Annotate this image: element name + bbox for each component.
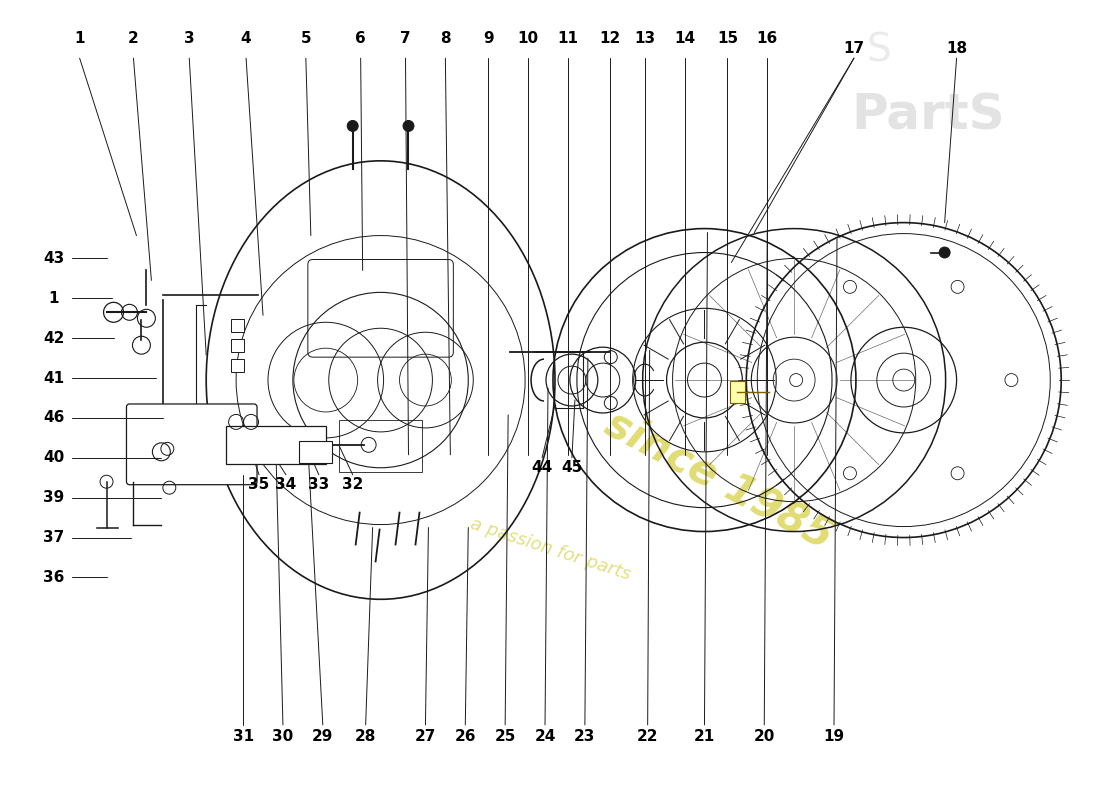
Text: 29: 29 (312, 730, 333, 744)
Circle shape (939, 247, 950, 258)
FancyBboxPatch shape (308, 259, 453, 357)
Text: 40: 40 (43, 450, 65, 466)
Text: 20: 20 (754, 730, 774, 744)
Text: 23: 23 (574, 730, 595, 744)
FancyBboxPatch shape (126, 404, 257, 485)
Text: S: S (867, 31, 891, 69)
Text: 27: 27 (415, 730, 436, 744)
Text: 35: 35 (249, 478, 270, 492)
Text: 18: 18 (946, 41, 967, 56)
Text: 22: 22 (637, 730, 659, 744)
Bar (231, 318, 244, 332)
Text: 21: 21 (694, 730, 715, 744)
Text: 36: 36 (43, 570, 65, 585)
Text: 14: 14 (674, 31, 695, 46)
Text: 25: 25 (495, 730, 516, 744)
Text: 9: 9 (483, 31, 494, 46)
Bar (299, 441, 332, 462)
Text: 12: 12 (600, 31, 620, 46)
Text: PartS: PartS (851, 92, 1005, 140)
Text: 24: 24 (535, 730, 556, 744)
Text: 39: 39 (43, 490, 65, 505)
Text: 28: 28 (355, 730, 376, 744)
Text: 19: 19 (824, 730, 845, 744)
Text: 41: 41 (43, 370, 64, 386)
Text: since 1985: since 1985 (598, 402, 840, 558)
Text: a passion for parts: a passion for parts (468, 515, 632, 584)
Circle shape (348, 121, 359, 131)
Bar (730, 381, 745, 403)
Text: 30: 30 (273, 730, 294, 744)
Text: 2: 2 (128, 31, 139, 46)
Text: 13: 13 (634, 31, 656, 46)
Text: 7: 7 (400, 31, 410, 46)
Text: 17: 17 (844, 41, 865, 56)
Text: 4: 4 (241, 31, 252, 46)
Text: 8: 8 (440, 31, 451, 46)
Text: 16: 16 (757, 31, 778, 46)
Bar (231, 338, 244, 352)
Text: 26: 26 (454, 730, 476, 744)
Text: 37: 37 (43, 530, 65, 545)
Text: 5: 5 (300, 31, 311, 46)
Text: 15: 15 (717, 31, 738, 46)
Bar (227, 426, 326, 464)
Circle shape (403, 121, 414, 131)
Text: 1: 1 (75, 31, 85, 46)
Text: 3: 3 (184, 31, 195, 46)
Text: 31: 31 (232, 730, 254, 744)
Text: 46: 46 (43, 410, 65, 426)
Text: 33: 33 (308, 478, 329, 492)
Text: 1: 1 (48, 291, 59, 306)
Bar (231, 358, 244, 371)
Text: 42: 42 (43, 330, 65, 346)
Bar (339, 420, 422, 472)
Text: 32: 32 (342, 478, 363, 492)
Text: 10: 10 (517, 31, 539, 46)
Text: 45: 45 (561, 460, 583, 475)
Text: 34: 34 (275, 478, 297, 492)
Text: 43: 43 (43, 251, 65, 266)
Text: 44: 44 (531, 460, 552, 475)
Text: 6: 6 (355, 31, 366, 46)
Text: 11: 11 (558, 31, 579, 46)
